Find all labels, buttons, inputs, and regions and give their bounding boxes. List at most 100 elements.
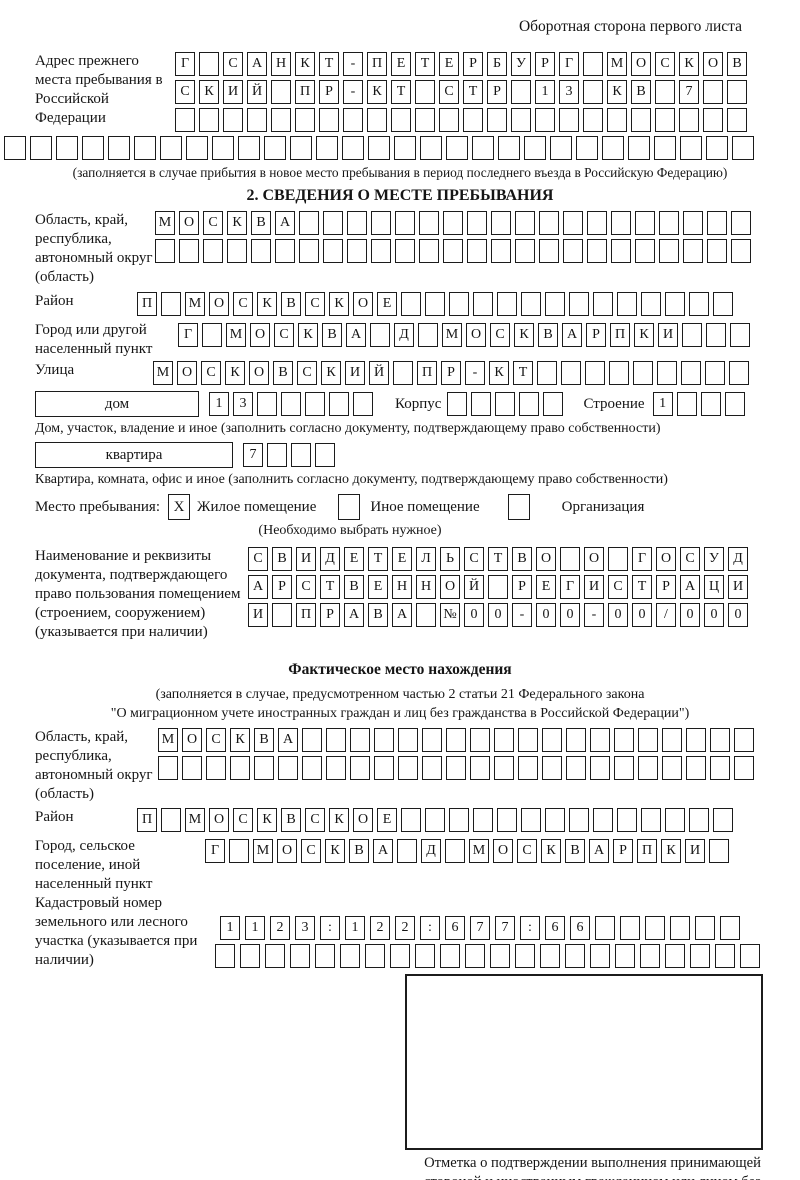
form-cell[interactable] [160, 136, 182, 160]
form-cell[interactable]: С [301, 839, 321, 863]
form-cell[interactable] [640, 944, 660, 968]
form-cell[interactable] [569, 808, 589, 832]
form-cell[interactable]: Т [415, 52, 435, 76]
form-cell[interactable] [662, 756, 682, 780]
form-cell[interactable] [631, 108, 651, 132]
form-cell[interactable]: 0 [632, 603, 652, 627]
form-cell[interactable]: Ь [440, 547, 460, 571]
form-cell[interactable]: В [349, 839, 369, 863]
form-cell[interactable]: С [203, 211, 223, 235]
form-cell[interactable] [710, 756, 730, 780]
form-cell[interactable] [593, 808, 613, 832]
form-cell[interactable] [230, 756, 250, 780]
form-cell[interactable]: К [227, 211, 247, 235]
form-cell[interactable] [440, 944, 460, 968]
form-cell[interactable]: В [727, 52, 747, 76]
form-cell[interactable]: Д [394, 323, 414, 347]
form-cell[interactable] [583, 108, 603, 132]
form-cell[interactable] [641, 292, 661, 316]
form-cell[interactable] [676, 392, 697, 416]
form-cell[interactable] [609, 361, 629, 385]
form-cell[interactable]: О [209, 808, 229, 832]
form-cell[interactable] [340, 944, 360, 968]
form-cell[interactable]: К [257, 808, 277, 832]
form-cell[interactable] [326, 756, 346, 780]
form-cell[interactable] [590, 944, 610, 968]
form-cell[interactable] [615, 944, 635, 968]
form-cell[interactable]: Т [368, 547, 388, 571]
form-cell[interactable]: О [631, 52, 651, 76]
form-cell[interactable] [705, 361, 725, 385]
form-cell[interactable]: 0 [536, 603, 556, 627]
form-cell[interactable] [657, 361, 677, 385]
form-cell[interactable]: Е [391, 52, 411, 76]
form-cell[interactable] [734, 728, 754, 752]
form-cell[interactable] [706, 323, 726, 347]
form-cell[interactable] [420, 136, 442, 160]
form-cell[interactable]: С [175, 80, 195, 104]
form-cell[interactable]: О [277, 839, 297, 863]
form-cell[interactable]: С [296, 575, 316, 599]
form-cell[interactable]: О [440, 575, 460, 599]
form-cell[interactable]: П [295, 80, 315, 104]
form-cell[interactable] [251, 239, 271, 263]
form-cell[interactable] [316, 136, 338, 160]
form-cell[interactable]: Р [463, 52, 483, 76]
form-cell[interactable]: 2 [370, 916, 390, 940]
form-cell[interactable] [370, 323, 390, 347]
form-cell[interactable] [419, 211, 439, 235]
form-cell[interactable] [607, 108, 627, 132]
form-cell[interactable] [539, 211, 559, 235]
form-cell[interactable] [350, 756, 370, 780]
form-cell[interactable]: - [343, 52, 363, 76]
form-cell[interactable] [707, 211, 727, 235]
form-cell[interactable]: Г [205, 839, 225, 863]
form-cell[interactable]: / [656, 603, 676, 627]
form-cell[interactable] [727, 80, 747, 104]
form-cell[interactable]: М [185, 292, 205, 316]
form-cell[interactable] [681, 361, 701, 385]
form-cell[interactable] [395, 211, 415, 235]
form-cell[interactable]: П [417, 361, 437, 385]
form-cell[interactable] [730, 323, 750, 347]
form-cell[interactable] [515, 944, 535, 968]
form-cell[interactable] [559, 108, 579, 132]
form-cell[interactable] [566, 756, 586, 780]
form-cell[interactable] [537, 361, 557, 385]
form-cell[interactable] [494, 728, 514, 752]
form-cell[interactable] [740, 944, 760, 968]
form-cell[interactable] [134, 136, 156, 160]
form-cell[interactable] [82, 136, 104, 160]
form-cell[interactable]: Р [272, 575, 292, 599]
stay-type-checkbox-zhiloe[interactable]: X [168, 494, 190, 520]
form-cell[interactable]: С [233, 292, 253, 316]
form-cell[interactable] [731, 211, 751, 235]
form-cell[interactable]: Е [368, 575, 388, 599]
form-cell[interactable] [305, 392, 325, 416]
form-cell[interactable]: М [469, 839, 489, 863]
form-cell[interactable]: С [490, 323, 510, 347]
form-cell[interactable] [323, 239, 343, 263]
form-cell[interactable]: М [442, 323, 462, 347]
form-cell[interactable]: О [177, 361, 197, 385]
form-cell[interactable]: У [704, 547, 724, 571]
form-cell[interactable]: Р [586, 323, 606, 347]
form-cell[interactable]: - [465, 361, 485, 385]
form-cell[interactable] [449, 808, 469, 832]
form-cell[interactable]: 7 [495, 916, 515, 940]
form-cell[interactable] [645, 916, 665, 940]
form-cell[interactable] [155, 239, 175, 263]
form-cell[interactable]: А [344, 603, 364, 627]
form-cell[interactable] [700, 392, 721, 416]
form-cell[interactable]: Д [421, 839, 441, 863]
form-cell[interactable]: И [728, 575, 748, 599]
form-cell[interactable]: М [607, 52, 627, 76]
form-cell[interactable] [545, 292, 565, 316]
form-cell[interactable]: Й [369, 361, 389, 385]
form-cell[interactable] [689, 808, 709, 832]
form-cell[interactable]: Т [463, 80, 483, 104]
form-cell[interactable]: 1 [245, 916, 265, 940]
form-cell[interactable] [422, 728, 442, 752]
form-cell[interactable]: Р [512, 575, 532, 599]
form-cell[interactable] [30, 136, 52, 160]
